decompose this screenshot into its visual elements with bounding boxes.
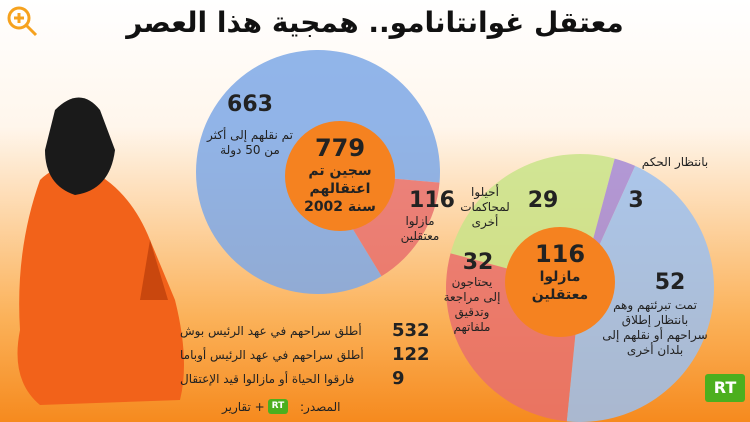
slice-value: 52	[654, 270, 686, 295]
slice-label: مازلوا معتقلين	[400, 214, 440, 243]
slice-value: 29	[527, 188, 559, 213]
breakdown-value: 9	[392, 368, 405, 389]
source-label: المصدر:	[300, 400, 341, 414]
slice-label: بانتظار الحكم	[641, 155, 709, 169]
title: معتقل غوانتانامو.. همجية هذا العصر	[126, 6, 624, 39]
center-circle	[285, 121, 395, 231]
center-value: 116	[534, 240, 586, 268]
pie-slice	[566, 165, 714, 422]
center-value: 779	[314, 134, 366, 162]
breakdown-value: 532	[392, 320, 430, 341]
source-logo: RT	[268, 399, 288, 414]
slice-value: 116	[409, 188, 455, 213]
slice-label: تم نقلهم إلى أكثر من 50 دولة	[207, 128, 293, 157]
slice-label: يحتاجون إلى مراجعة وتدقيق ملفاتهم	[443, 275, 501, 334]
zoom-icon	[7, 6, 38, 37]
slice-value: 32	[462, 250, 494, 275]
slice-label: تمت تبرئتهم وهم بانتظار إطلاق سراحهم أو …	[602, 298, 708, 357]
breakdown-label: أطلق سراحهم في عهد الرئيس بوش	[180, 324, 362, 338]
slice-label: أحيلوا لمحاكمات أخرى	[460, 185, 510, 229]
source-suffix: + تقارير	[222, 400, 265, 414]
center-label: سجين تم اعتقالهم سنة 2002	[304, 163, 376, 215]
slice-value: 3	[628, 188, 644, 213]
breakdown-label: فارقوا الحياة أو مازالوا قيد الإعتقال	[180, 372, 355, 386]
center-circle	[505, 227, 615, 337]
logo: RT	[705, 374, 745, 402]
slice-value: 663	[227, 92, 273, 117]
center-label: مازلوا معتقلين	[531, 269, 589, 303]
breakdown-label: أطلق سراحهم في عهد الرئيس أوباما	[180, 348, 364, 362]
prisoner-figure	[17, 97, 184, 405]
breakdown-value: 122	[392, 344, 430, 365]
